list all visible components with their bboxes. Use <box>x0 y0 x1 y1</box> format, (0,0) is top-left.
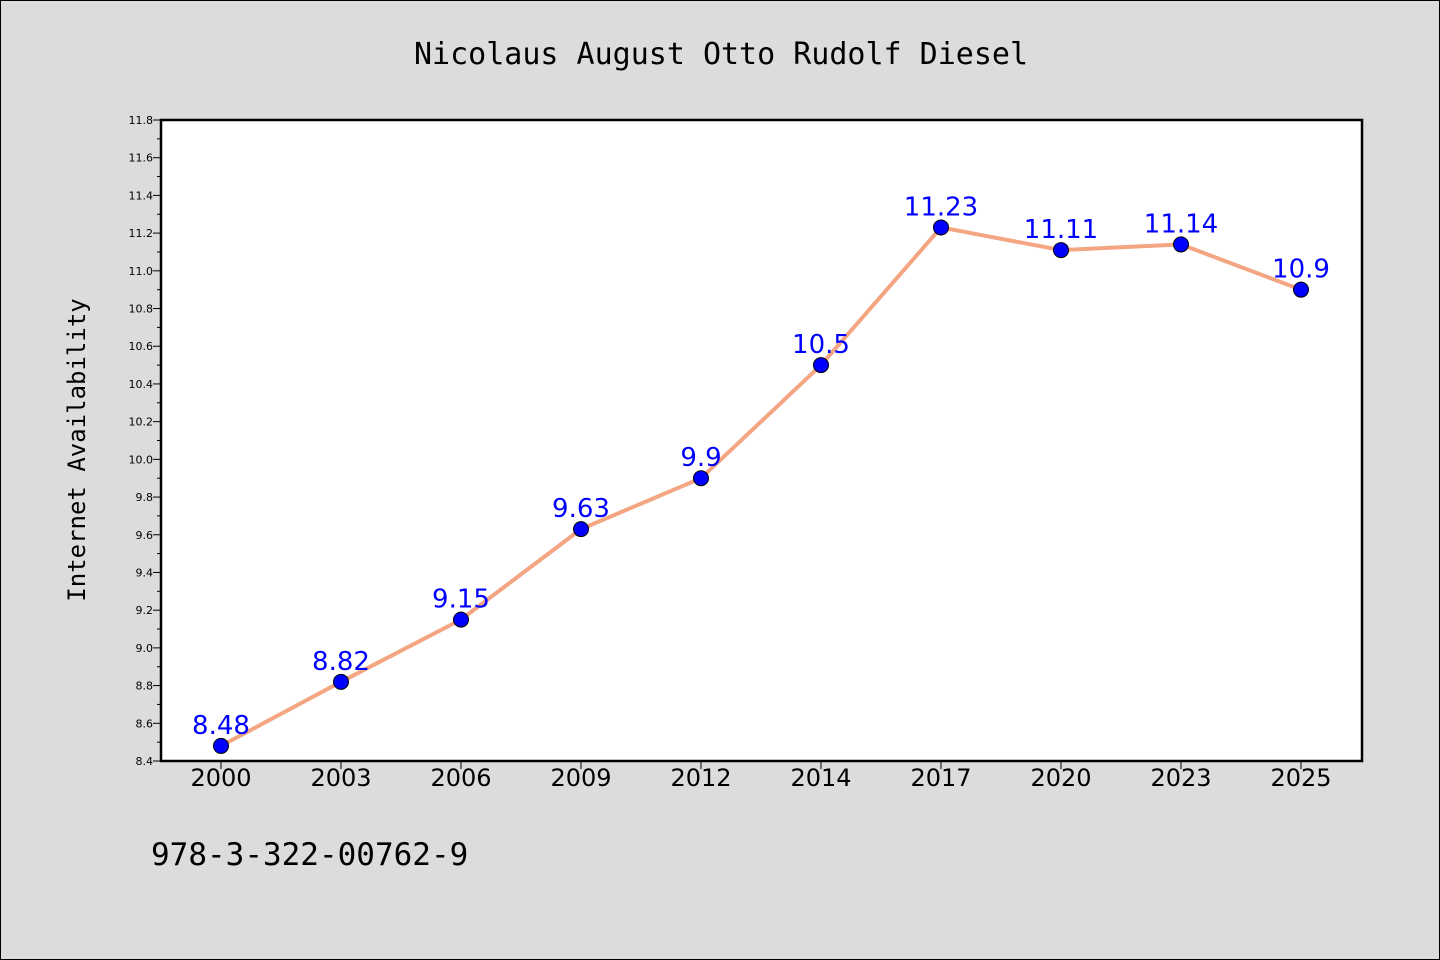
data-point <box>1293 281 1309 298</box>
data-label: 10.5 <box>792 330 850 360</box>
y-tick-label: 11.4 <box>129 189 154 202</box>
data-label: 11.23 <box>904 192 978 222</box>
y-tick-label: 8.4 <box>136 755 154 768</box>
data-point <box>933 219 949 236</box>
data-label: 9.15 <box>432 585 490 615</box>
y-axis: 8.4 8.6 8.8 9.0 9.2 9.4 9.6 9.8 10.0 10.2 10.4 10.6… <box>129 114 161 768</box>
data-label: 9.9 <box>680 443 721 473</box>
data-point <box>1173 236 1189 253</box>
y-tick-label: 10.8 <box>129 303 154 316</box>
y-tick-label: 10.4 <box>129 378 154 391</box>
x-axis: 2000 2003 2006 2009 2012 2014 2017 2020 2023 2025 <box>190 761 1332 792</box>
y-tick-label: 9.6 <box>136 529 154 542</box>
data-point <box>1053 242 1069 259</box>
footer-text: 978-3-322-00762-9 <box>151 837 468 873</box>
y-tick-label: 9.2 <box>136 604 154 617</box>
data-point <box>693 470 709 487</box>
series-line <box>219 225 1303 748</box>
y-tick-label: 8.8 <box>136 680 154 693</box>
data-label: 8.82 <box>312 647 370 677</box>
data-label: 9.63 <box>552 494 610 524</box>
x-tick-label: 2017 <box>910 764 971 792</box>
y-tick-label: 9.0 <box>136 642 154 655</box>
data-label: 11.14 <box>1144 209 1218 239</box>
data-label: 11.11 <box>1024 215 1098 245</box>
y-tick-label: 11.6 <box>129 152 154 165</box>
data-point <box>813 357 829 374</box>
y-tick-label: 9.8 <box>136 491 154 504</box>
x-tick-label: 2023 <box>1150 764 1211 792</box>
series-group: 8.48 8.82 9.15 9.63 9.9 10.5 11.23 11.11 11.14 10… <box>192 192 1330 754</box>
x-tick-label: 2014 <box>790 764 851 792</box>
data-label: 8.48 <box>192 711 250 741</box>
y-tick-label: 8.6 <box>136 717 154 730</box>
data-point <box>213 737 229 754</box>
data-point <box>573 521 589 538</box>
y-tick-label: 10.6 <box>129 340 154 353</box>
y-tick-label: 9.4 <box>136 566 154 579</box>
chart-title: Nicolaus August Otto Rudolf Diesel <box>414 37 1028 72</box>
x-tick-label: 2003 <box>310 764 371 792</box>
y-tick-label: 10.2 <box>129 416 154 429</box>
x-tick-label: 2009 <box>550 764 611 792</box>
data-point <box>453 611 469 628</box>
x-tick-label: 2012 <box>670 764 731 792</box>
y-axis-label: Internet Availability <box>63 298 91 601</box>
data-point <box>333 673 349 690</box>
y-tick-label: 11.2 <box>129 227 154 240</box>
data-label: 10.9 <box>1272 255 1330 285</box>
plot-area <box>159 118 1364 763</box>
y-tick-label: 11.8 <box>129 114 154 127</box>
x-tick-label: 2000 <box>190 764 251 792</box>
x-tick-label: 2025 <box>1270 764 1331 792</box>
x-tick-label: 2006 <box>430 764 491 792</box>
x-tick-label: 2020 <box>1030 764 1091 792</box>
y-tick-label: 10.0 <box>129 453 154 466</box>
y-tick-label: 11.0 <box>129 265 154 278</box>
